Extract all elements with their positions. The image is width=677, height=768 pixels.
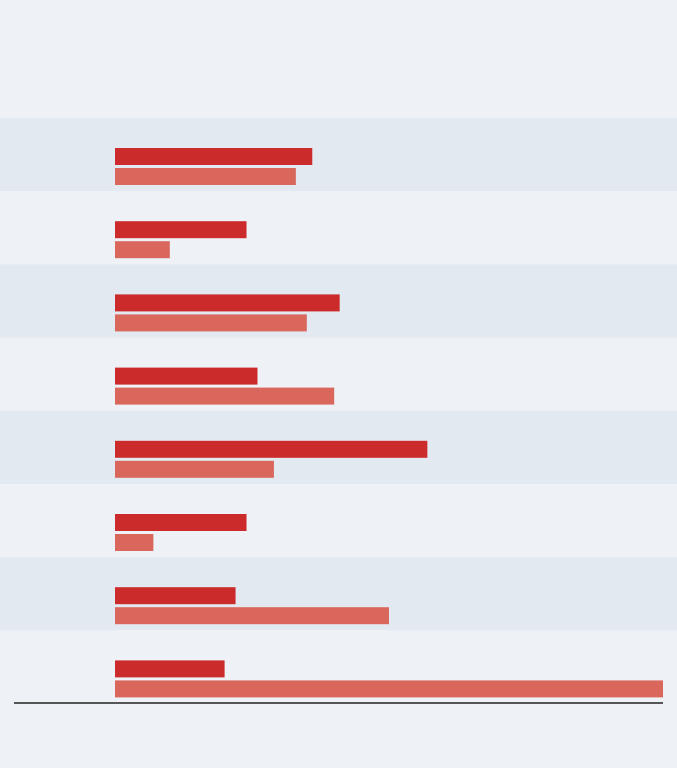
bar-primary xyxy=(115,294,340,312)
bar-secondary xyxy=(115,680,663,698)
bar-primary xyxy=(115,367,258,385)
bar-secondary xyxy=(115,534,154,551)
row-band xyxy=(0,484,677,558)
chart-row xyxy=(115,148,313,185)
bar-secondary xyxy=(115,387,335,405)
chart-row xyxy=(115,587,389,625)
chart-row xyxy=(115,294,340,332)
bar-secondary xyxy=(115,314,307,332)
bar-secondary xyxy=(115,607,389,625)
bar-primary xyxy=(115,148,313,165)
row-band xyxy=(0,118,677,192)
bar-secondary xyxy=(115,241,170,259)
bar-secondary xyxy=(115,168,296,185)
bar-primary xyxy=(115,587,236,605)
chart-rows xyxy=(115,148,663,698)
chart-row xyxy=(115,440,428,478)
chart-row xyxy=(115,367,335,405)
bar-primary xyxy=(115,221,247,239)
bar-primary xyxy=(115,514,247,531)
chart-row xyxy=(115,221,247,259)
row-band xyxy=(0,191,677,265)
chart-row xyxy=(115,514,247,551)
bar-secondary xyxy=(115,460,274,478)
bar-primary xyxy=(115,660,225,678)
bar-primary xyxy=(115,440,428,458)
chart-row xyxy=(115,660,663,698)
row-band xyxy=(0,337,677,411)
